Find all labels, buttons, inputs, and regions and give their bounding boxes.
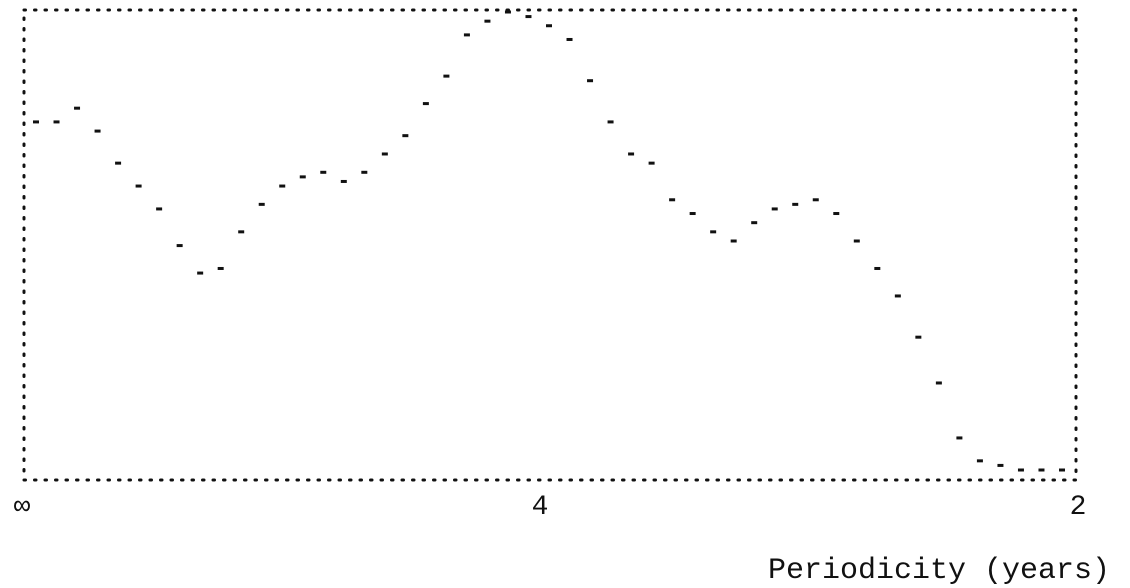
x-axis: ∞ 4 2	[14, 492, 1087, 523]
x-tick-label-1: 4	[532, 492, 549, 523]
x-axis-title: Periodicity (years)	[768, 554, 1110, 588]
plot-frame	[22, 8, 1078, 482]
x-tick-label-0: ∞	[14, 492, 31, 523]
x-tick-label-2: 2	[1070, 492, 1087, 523]
series-line	[33, 10, 1065, 472]
